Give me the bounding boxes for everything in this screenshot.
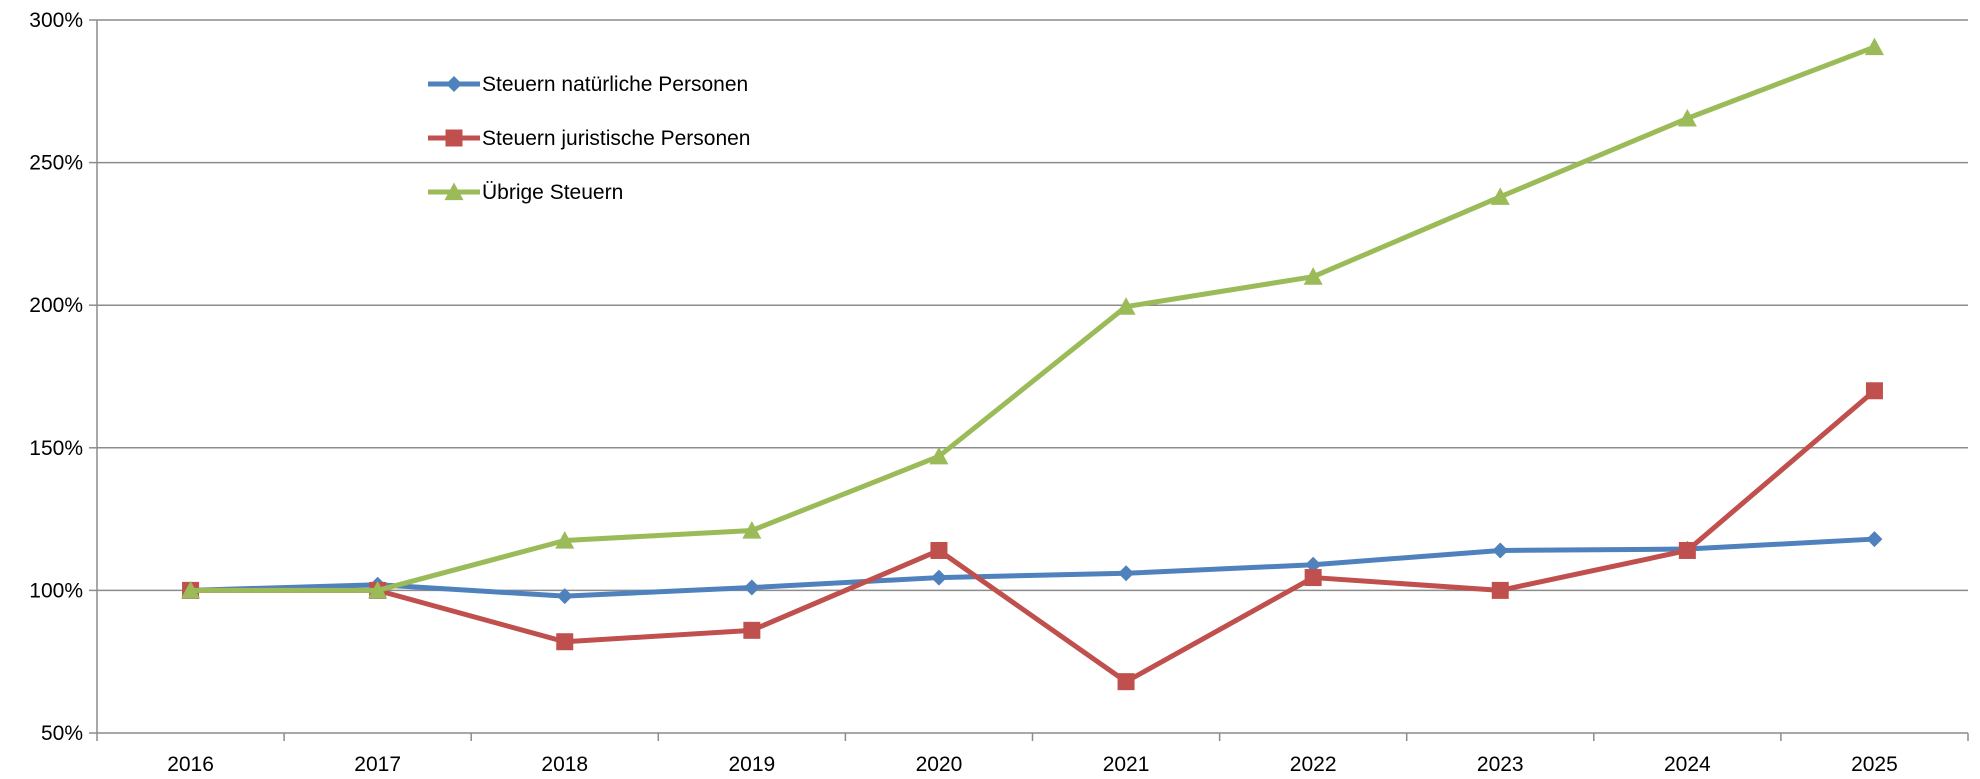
legend-marker: [446, 76, 462, 92]
data-point: [1116, 297, 1136, 315]
data-point: [1117, 673, 1135, 691]
data-point: [1118, 565, 1135, 582]
legend-label: Steuern natürliche Personen: [482, 73, 748, 96]
data-point: [1305, 556, 1322, 573]
x-axis-tick-labels: 2016 2017 2018 2019 2020 2021 2022 2023 2024 2025: [167, 753, 1898, 776]
data-point: [1304, 569, 1322, 587]
y-axis-tick-labels: 50% 100% 150% 200% 250% 300%: [29, 9, 83, 745]
y-tick-label: 50%: [41, 722, 83, 745]
data-point: [1492, 542, 1509, 559]
y-tick-label: 250%: [29, 152, 83, 175]
axes: [89, 19, 1969, 741]
data-point: [1303, 267, 1323, 285]
y-tick-label: 200%: [29, 294, 83, 317]
x-tick-label: 2024: [1664, 753, 1711, 776]
data-point: [742, 521, 762, 539]
data-series: [181, 37, 1884, 691]
data-point: [1865, 382, 1883, 400]
data-point: [1490, 187, 1510, 205]
series-3: [181, 37, 1884, 599]
x-tick-label: 2020: [916, 753, 963, 776]
legend: Steuern natürliche Personen Steuern juris…: [428, 73, 750, 204]
y-tick-label: 300%: [29, 9, 83, 32]
gridlines: [97, 19, 1968, 592]
data-point: [743, 579, 760, 596]
data-point: [1866, 531, 1883, 548]
data-point: [743, 621, 761, 639]
x-tick-label: 2025: [1851, 753, 1898, 776]
x-tick-label: 2018: [541, 753, 588, 776]
x-tick-label: 2021: [1103, 753, 1150, 776]
y-tick-label: 150%: [29, 437, 83, 460]
x-tick-label: 2017: [354, 753, 401, 776]
series-2: [182, 382, 1883, 691]
data-point: [556, 633, 574, 651]
series-line: [188, 388, 1877, 685]
legend-entry: Steuern natürliche Personen: [428, 73, 748, 96]
series-line: [188, 536, 1877, 599]
legend-entry: Übrige Steuern: [428, 181, 623, 204]
legend-entry: Steuern juristische Personen: [428, 127, 750, 150]
data-point: [930, 541, 948, 559]
series-line: [188, 44, 1877, 593]
legend-marker: [444, 182, 464, 201]
data-point: [1677, 108, 1697, 127]
x-tick-label: 2022: [1290, 753, 1337, 776]
data-point: [1678, 541, 1696, 559]
data-point: [368, 580, 388, 599]
data-point: [556, 588, 573, 605]
data-point: [1864, 37, 1884, 56]
data-point: [1491, 581, 1509, 599]
x-tick-label: 2023: [1477, 753, 1524, 776]
data-point: [181, 580, 201, 599]
x-tick-label: 2016: [167, 753, 214, 776]
legend-label: Übrige Steuern: [482, 181, 623, 204]
data-point: [930, 569, 947, 586]
data-point: [555, 530, 575, 549]
y-tick-label: 100%: [29, 579, 83, 602]
legend-marker: [445, 129, 463, 147]
series-1: [182, 531, 1883, 605]
x-tick-label: 2019: [728, 753, 775, 776]
legend-label: Steuern juristische Personen: [482, 127, 750, 150]
data-point: [929, 446, 949, 465]
